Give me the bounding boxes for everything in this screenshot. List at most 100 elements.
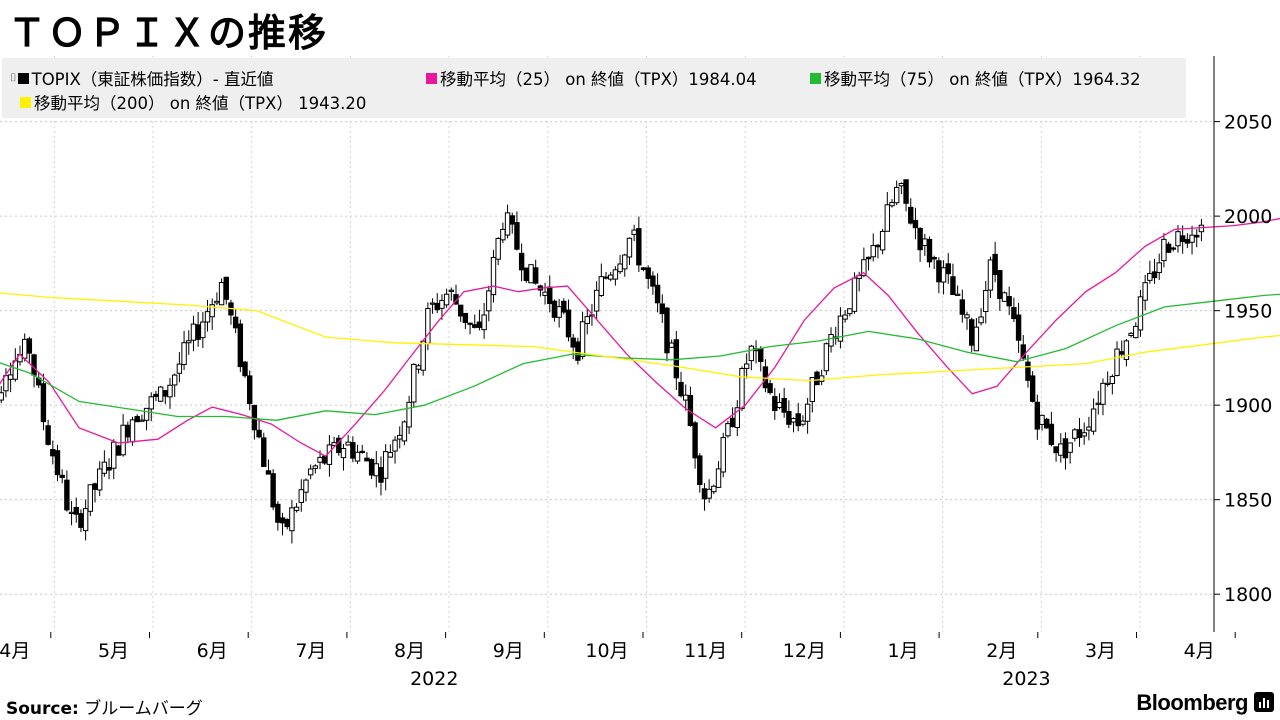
candle-body	[256, 429, 262, 438]
candle-body	[148, 396, 154, 410]
candle-body	[940, 267, 947, 283]
candle-body	[176, 363, 183, 374]
x-tick-label: 3月	[1085, 640, 1116, 662]
candle-body	[701, 488, 708, 500]
candle-body	[270, 473, 276, 508]
candle-body	[729, 417, 736, 428]
candle-body	[987, 259, 994, 291]
candle-body	[303, 479, 309, 493]
candle-body	[1090, 408, 1097, 432]
candle-icon: ⌷	[10, 71, 17, 84]
candle-body	[1114, 348, 1120, 376]
candle-body	[1104, 382, 1111, 385]
candle-body	[218, 282, 225, 306]
candle-body	[889, 201, 895, 207]
candle-body	[823, 343, 830, 372]
candle-body	[678, 381, 684, 397]
candle-body	[265, 470, 272, 475]
candle-body	[467, 322, 473, 325]
candle-body	[40, 383, 47, 423]
candle-body	[636, 228, 642, 266]
candle-body	[800, 420, 806, 425]
candle-body	[1184, 239, 1191, 244]
candle-body	[711, 485, 717, 493]
candle-body	[429, 302, 436, 305]
candle-body	[1128, 332, 1134, 337]
candle-body	[551, 300, 558, 318]
candle-body	[612, 269, 619, 280]
legend-label: 移動平均（200） on 終値（TPX） 1943.20	[34, 94, 367, 113]
candle-body	[1142, 282, 1148, 301]
candle-body	[45, 425, 51, 445]
candle-body	[931, 257, 937, 260]
candle-body	[640, 267, 647, 271]
candle-body	[1161, 238, 1167, 262]
candle-body	[415, 365, 422, 370]
y-tick-label: 1950	[1224, 301, 1272, 323]
candle-body	[1137, 296, 1144, 331]
candle-body	[884, 204, 891, 232]
candle-body	[617, 263, 623, 273]
candle-body	[870, 245, 876, 258]
candle-body	[64, 479, 70, 511]
candle-body	[917, 227, 923, 251]
candle-body	[968, 319, 975, 346]
candle-body	[481, 314, 487, 331]
legend: ⌷ TOPIX（東証株価指数）- 直近値 移動平均（25） on 終値（TPX）…	[2, 58, 1186, 118]
candle-body	[893, 186, 900, 204]
candle-body	[992, 253, 998, 276]
y-tick-label: 1900	[1224, 395, 1272, 417]
candle-body	[1011, 307, 1017, 320]
candle-body	[247, 375, 253, 405]
candle-body	[668, 342, 675, 348]
year-label: 2022	[410, 668, 458, 690]
bloomberg-terminal-icon	[1254, 692, 1274, 712]
candle-body	[1100, 382, 1106, 405]
candle-body	[523, 267, 530, 281]
candle-body	[1095, 402, 1101, 405]
candle-body	[818, 375, 825, 382]
candle-body	[959, 299, 966, 315]
candle-body	[720, 437, 726, 473]
candle-body	[50, 448, 56, 457]
candle-body	[307, 468, 314, 476]
candle-body	[1058, 443, 1064, 456]
candle-body	[715, 468, 722, 488]
candle-body	[706, 488, 712, 499]
candle-body	[542, 291, 548, 296]
candle-body	[401, 421, 408, 442]
candle-body	[261, 437, 267, 468]
axes: 1800 1850 1900 1950 2000 2050 4月 5月 6月 7月 8月 9月 10月 1…	[0, 56, 1272, 690]
candle-body	[73, 506, 79, 515]
candle-body	[504, 212, 511, 236]
candle-body	[1175, 231, 1181, 247]
candle-body	[406, 401, 412, 428]
candle-body	[382, 451, 389, 479]
candle-body	[532, 267, 539, 284]
candle-body	[68, 511, 75, 515]
candle-body	[1194, 234, 1200, 238]
candle-body	[1133, 325, 1139, 339]
candle-body	[143, 407, 150, 421]
legend-item-ma25: 移動平均（25） on 終値（TPX）1984.04	[426, 66, 757, 90]
candle-body	[242, 361, 248, 377]
candle-body	[626, 237, 633, 258]
candle-body	[1189, 234, 1195, 243]
candle-body	[345, 441, 351, 446]
candle-body	[153, 393, 159, 397]
candle-body	[373, 463, 379, 477]
candle-body	[1165, 243, 1172, 253]
candle-body	[82, 508, 89, 532]
candle-body	[289, 507, 295, 532]
x-tick-label: 9月	[493, 640, 524, 662]
candle-body	[795, 413, 801, 427]
candle-body	[1170, 247, 1176, 250]
candle-body	[1044, 418, 1050, 429]
candle-body	[584, 316, 590, 324]
candle-body	[997, 270, 1003, 299]
candle-body	[284, 518, 290, 528]
candle-body	[162, 390, 169, 397]
candle-body	[725, 423, 731, 437]
y-tick-label: 1850	[1224, 490, 1272, 512]
